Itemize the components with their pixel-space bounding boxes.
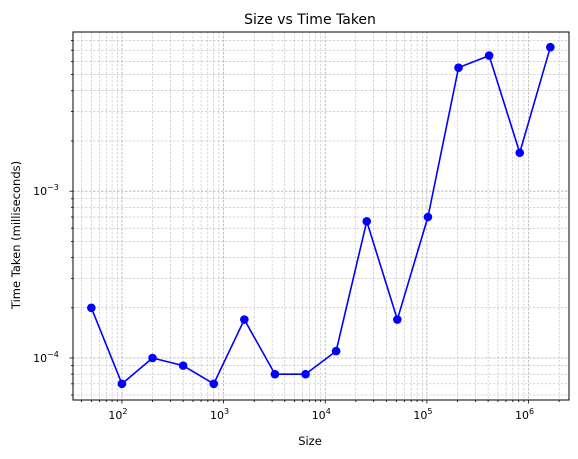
data-series [87,42,555,389]
x-tick-label: 103 [210,407,229,422]
y-tick-label: 10−3 [33,183,59,198]
data-point [87,303,96,313]
data-point [423,212,433,222]
data-point [178,361,188,370]
data-point [270,369,280,379]
data-point [209,379,219,389]
y-axis-label: Time Taken (milliseconds) [9,161,23,310]
plot-area-frame [72,31,570,401]
data-point [454,63,463,72]
data-point [515,148,525,158]
series-line [90,46,552,385]
x-tick-label: 106 [515,407,534,422]
data-point [362,216,372,226]
data-point [331,346,341,356]
data-point [546,42,555,52]
x-tick-label: 102 [108,407,127,422]
y-tick-label: 10−4 [33,350,59,365]
data-point [240,315,249,324]
x-axis-label: Size [298,434,322,448]
data-point [148,353,157,363]
x-tick-label: 105 [413,407,432,422]
chart-title: Size vs Time Taken [244,12,376,28]
axis-ticks: 102 103 104 105 106 10−4 10−3 [33,40,560,422]
data-point [484,51,494,60]
grid [73,32,569,400]
data-point [301,369,310,379]
data-point [117,379,127,389]
data-point [393,315,402,324]
x-tick-label: 104 [312,407,331,422]
